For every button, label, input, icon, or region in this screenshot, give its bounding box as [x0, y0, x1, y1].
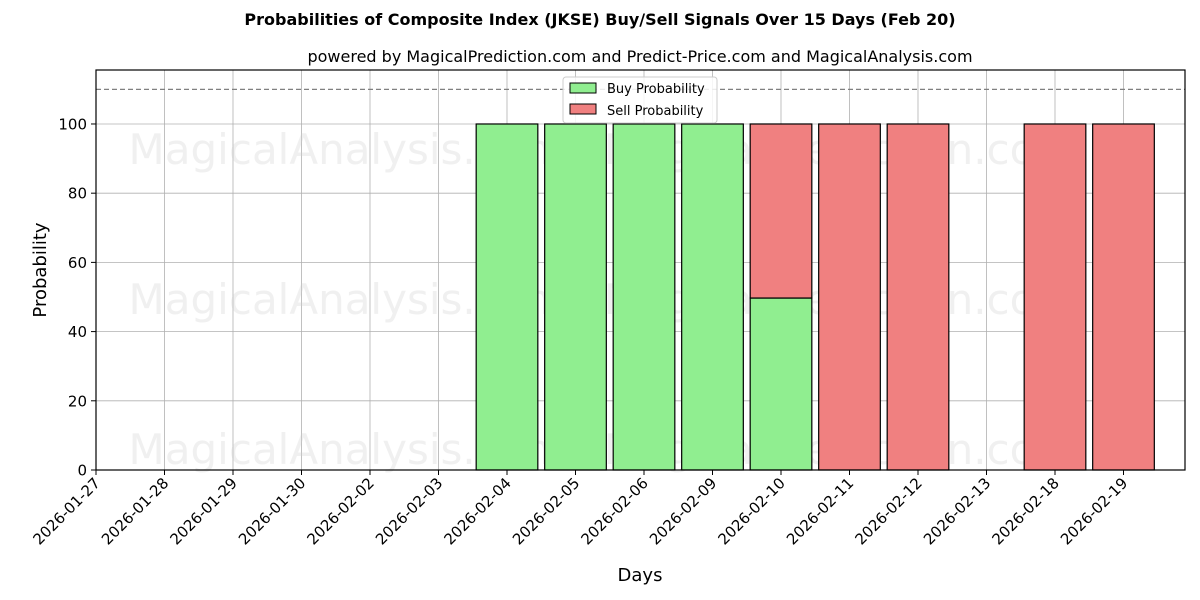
y-tick-label: 100 [58, 115, 87, 133]
x-tick-label: 2026-02-05 [509, 474, 583, 548]
x-tick-label: 2026-02-09 [646, 474, 720, 548]
legend: Buy Probability Sell Probability [562, 76, 718, 124]
x-tick-label: 2026-02-04 [440, 474, 514, 548]
y-tick-label: 40 [68, 323, 87, 341]
x-tick-label: 2026-02-13 [920, 474, 994, 548]
bar-buy-probability [681, 123, 744, 471]
bar-buy-probability [612, 123, 676, 471]
y-axis-label: Probability [30, 222, 51, 317]
x-axis-label: Days [618, 565, 663, 586]
x-axis-ticks: 2026-01-272026-01-282026-01-292026-01-30… [29, 470, 1131, 548]
bar-buy-probability [749, 297, 813, 471]
y-tick-label: 80 [68, 185, 87, 203]
legend-label-sell: Sell Probability [607, 104, 704, 119]
x-tick-label: 2026-01-27 [29, 474, 103, 548]
y-axis-ticks: 0 20 40 60 80 100 [58, 115, 96, 480]
bar-sell-probability [1023, 123, 1087, 471]
bar-buy-probability [475, 123, 539, 471]
bar-sell-probability [749, 123, 813, 299]
x-tick-label: 2026-01-28 [98, 474, 172, 548]
x-tick-label: 2026-02-19 [1057, 474, 1131, 548]
legend-box [562, 76, 718, 124]
x-tick-label: 2026-02-02 [303, 474, 377, 548]
x-tick-label: 2026-02-03 [372, 474, 446, 548]
bar-sell-probability [886, 123, 950, 471]
x-tick-label: 2026-02-06 [577, 474, 651, 548]
y-tick-label: 60 [68, 254, 87, 272]
bar-sell-probability [818, 123, 881, 471]
y-tick-label: 0 [77, 462, 87, 480]
bar-buy-probability [544, 123, 607, 471]
chart-title: Probabilities of Composite Index (JKSE) … [244, 10, 955, 29]
legend-swatch-sell [569, 103, 597, 115]
x-tick-label: 2026-02-10 [714, 474, 788, 548]
bar-sell-probability [1092, 123, 1155, 471]
x-tick-label: 2026-02-12 [851, 474, 925, 548]
x-tick-label: 2026-02-18 [988, 474, 1062, 548]
legend-swatch-buy [569, 82, 597, 94]
chart-subtitle: powered by MagicalPrediction.com and Pre… [307, 47, 972, 66]
y-tick-label: 20 [68, 392, 87, 410]
x-tick-label: 2026-01-29 [166, 474, 240, 548]
axes-frame [95, 69, 1186, 471]
x-tick-label: 2026-01-30 [235, 474, 309, 548]
legend-label-buy: Buy Probability [607, 82, 705, 97]
x-tick-label: 2026-02-11 [783, 474, 857, 548]
